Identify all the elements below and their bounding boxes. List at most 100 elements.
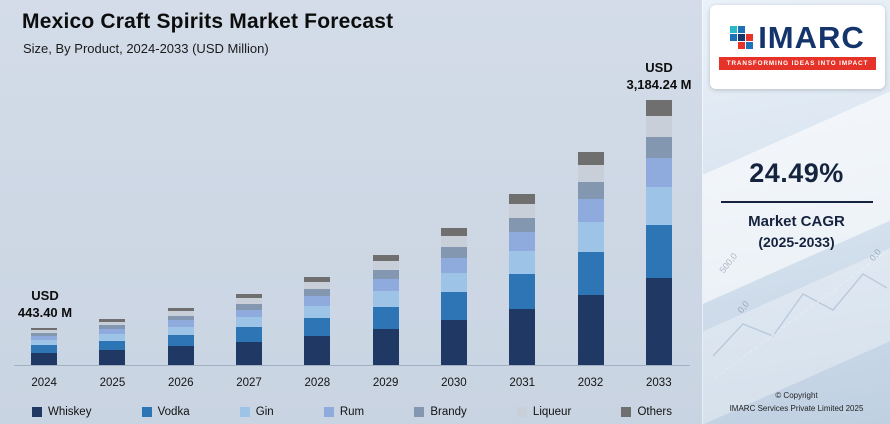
segment-vodka-2028 [304, 318, 331, 336]
imarc-logo-mark-icon [730, 25, 754, 49]
segment-brandy-2029 [372, 270, 399, 280]
bar-column-2029 [351, 254, 419, 365]
segment-liqueur-2033 [645, 115, 672, 138]
sidebar: 500,0 0,0 0,0 IMARC TRANSFORMING IDEAS I… [702, 0, 890, 424]
stacked-bar-chart [10, 80, 693, 365]
segment-vodka-2025 [99, 340, 126, 350]
legend-swatch-brandy [414, 407, 425, 417]
segment-brandy-2024 [31, 333, 58, 337]
legend-label-gin: Gin [255, 406, 274, 418]
segment-rum-2030 [440, 257, 467, 274]
segment-whiskey-2024 [31, 352, 58, 365]
segment-others-2026 [167, 307, 194, 312]
segment-liqueur-2030 [440, 235, 467, 247]
segment-rum-2027 [236, 309, 263, 318]
copyright-line1: © Copyright [775, 391, 818, 401]
stacked-bar-2024 [31, 327, 58, 365]
segment-rum-2026 [167, 320, 194, 327]
segment-others-2031 [509, 194, 536, 205]
segment-gin-2032 [577, 222, 604, 253]
segment-rum-2033 [645, 158, 672, 188]
first-bar-annotation: USD 443.40 M [4, 288, 86, 322]
imarc-logo-text: IMARC [758, 19, 865, 55]
x-axis-labels: 2024 2025 2026 2027 2028 2029 2030 2031 2032 2033 [10, 377, 693, 389]
x-axis-label-2028: 2028 [304, 377, 331, 389]
x-axis-label-2030: 2030 [441, 377, 467, 389]
segment-vodka-2027 [236, 327, 263, 342]
segment-whiskey-2027 [236, 341, 263, 365]
last-bar-annotation-currency: USD [645, 60, 673, 76]
background-chart-watermark [712, 253, 888, 379]
segment-brandy-2025 [99, 325, 126, 330]
segment-others-2028 [304, 276, 331, 282]
stacked-bar-2025 [99, 318, 126, 365]
segment-liqueur-2026 [167, 311, 194, 316]
segment-gin-2026 [167, 326, 194, 335]
bar-column-2032 [556, 152, 624, 365]
chart-panel: Mexico Craft Spirits Market Forecast Siz… [0, 0, 702, 424]
segment-whiskey-2026 [167, 346, 194, 365]
segment-brandy-2032 [577, 182, 604, 200]
segment-liqueur-2028 [304, 281, 331, 289]
segment-rum-2024 [31, 336, 58, 341]
x-axis-label-2024: 2024 [31, 377, 57, 389]
segment-liqueur-2027 [236, 298, 263, 304]
stacked-bar-2032 [577, 152, 604, 365]
bar-column-2031 [488, 194, 556, 365]
segment-vodka-2029 [372, 306, 399, 329]
legend-label-whiskey: Whiskey [48, 406, 92, 418]
segment-others-2029 [372, 254, 399, 262]
legend-label-liqueur: Liqueur [532, 406, 572, 418]
segment-whiskey-2025 [99, 349, 126, 365]
last-bar-annotation: USD 3,184.24 M [615, 60, 703, 94]
segment-whiskey-2030 [440, 319, 467, 365]
segment-gin-2027 [236, 317, 263, 328]
segment-brandy-2030 [440, 246, 467, 258]
bar-column-2033 [625, 99, 693, 365]
segment-vodka-2024 [31, 345, 58, 353]
legend-label-rum: Rum [339, 406, 365, 418]
segment-vodka-2032 [577, 252, 604, 295]
legend-item-gin: Gin [239, 406, 274, 418]
segment-gin-2024 [31, 340, 58, 346]
legend-swatch-whiskey [32, 407, 42, 417]
bar-column-2026 [147, 307, 215, 365]
segment-liqueur-2025 [99, 321, 126, 326]
cagr-block: 24.49% Market CAGR (2025-2033) [711, 158, 882, 250]
segment-gin-2029 [372, 291, 399, 307]
segment-whiskey-2033 [645, 277, 672, 365]
segment-liqueur-2032 [577, 165, 604, 183]
segment-others-2027 [236, 293, 263, 299]
copyright: © Copyright IMARC Services Private Limit… [703, 390, 890, 416]
x-axis-label-2027: 2027 [236, 377, 262, 389]
segment-gin-2028 [304, 305, 331, 319]
x-axis-label-2033: 2033 [646, 377, 672, 389]
segment-brandy-2027 [236, 303, 263, 310]
imarc-tagline: TRANSFORMING IDEAS INTO IMPACT [718, 57, 877, 71]
segment-whiskey-2028 [304, 335, 331, 365]
segment-whiskey-2029 [372, 328, 399, 365]
chart-title: Mexico Craft Spirits Market Forecast [22, 10, 394, 33]
segment-liqueur-2031 [509, 204, 536, 219]
stacked-bar-2031 [509, 194, 536, 365]
bar-column-2025 [78, 318, 146, 365]
segment-rum-2031 [509, 231, 536, 251]
segment-others-2025 [99, 318, 126, 322]
first-bar-annotation-currency: USD [31, 288, 59, 304]
x-axis-line [14, 365, 690, 366]
last-bar-annotation-value: 3,184.24 M [626, 77, 692, 93]
segment-others-2024 [31, 327, 58, 331]
legend-swatch-vodka [141, 407, 152, 417]
stacked-bar-2030 [440, 227, 467, 365]
segment-whiskey-2031 [509, 308, 536, 365]
segment-others-2032 [577, 152, 604, 166]
segment-whiskey-2032 [577, 294, 604, 365]
segment-vodka-2033 [645, 224, 672, 278]
legend-item-brandy: Brandy [414, 406, 467, 418]
legend-swatch-gin [239, 407, 250, 417]
legend-label-others: Others [637, 406, 672, 418]
cagr-period: (2025-2033) [758, 234, 835, 250]
cagr-label: Market CAGR [748, 213, 845, 230]
stacked-bar-2033 [645, 99, 672, 365]
